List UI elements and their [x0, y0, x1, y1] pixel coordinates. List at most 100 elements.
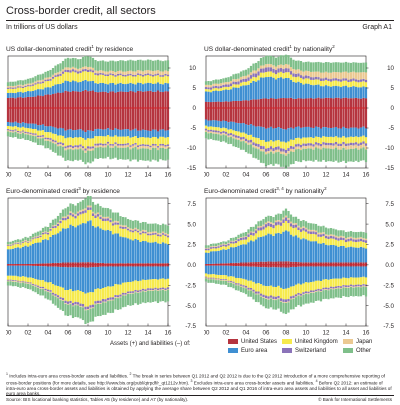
bar-liability [101, 264, 105, 267]
bar-liability [279, 301, 283, 312]
bar-asset [11, 87, 15, 89]
bar-asset [357, 72, 360, 80]
bar-asset [317, 236, 320, 244]
bar-asset [66, 72, 70, 82]
bar-asset [124, 217, 127, 226]
bar-asset [89, 262, 92, 265]
bar-liability [71, 306, 75, 319]
bar-asset [109, 222, 112, 231]
y-tick-label: 0.0 [187, 262, 196, 269]
bar-liability [6, 129, 10, 131]
bar-asset [247, 77, 250, 81]
bar-liability [21, 276, 25, 281]
bar-asset [242, 237, 245, 240]
bar-asset [237, 262, 240, 265]
bar-asset [81, 211, 85, 214]
bar-liability [237, 284, 240, 286]
bar-asset [332, 98, 335, 108]
bar-liability [24, 122, 27, 128]
bar-asset [212, 83, 215, 87]
bar-liability [46, 264, 50, 267]
bar-asset [126, 70, 130, 75]
bar-liability [89, 150, 92, 164]
bar-asset [156, 73, 160, 76]
bar-liability [16, 127, 20, 131]
bar-asset [146, 242, 150, 264]
bar-asset [71, 216, 75, 226]
bar-asset [297, 73, 300, 77]
bar-asset [217, 83, 220, 87]
bar-asset [29, 83, 32, 86]
bar-asset [217, 86, 220, 89]
bar-asset [204, 81, 208, 85]
bar-asset [41, 89, 45, 97]
bar-liability [287, 153, 290, 167]
bar-asset [46, 234, 50, 241]
bar-liability [121, 143, 125, 146]
bar-liability [352, 127, 355, 138]
bar-asset [101, 229, 105, 264]
bar-asset [89, 90, 92, 108]
bar-asset [212, 248, 215, 252]
bar-asset [284, 77, 288, 99]
bar-liability [237, 123, 240, 132]
bar-asset [34, 232, 37, 237]
bar-asset [39, 80, 42, 83]
bar-liability [327, 264, 330, 267]
bar-asset [59, 73, 62, 76]
bar-liability [9, 281, 12, 286]
y-tick-label: 0 [391, 105, 395, 112]
series-united-states [204, 97, 368, 130]
bar-liability [252, 142, 255, 146]
bar-liability [24, 134, 27, 140]
bar-liability [81, 292, 85, 304]
bar-asset [96, 212, 100, 215]
bar-asset [262, 57, 265, 66]
bar-asset [227, 89, 230, 102]
bar-liability [257, 108, 260, 127]
bar-liability [312, 290, 315, 293]
bar-asset [222, 249, 225, 264]
bar-asset [31, 90, 35, 97]
bar-asset [344, 237, 348, 240]
bar-asset [354, 81, 358, 87]
units-label: In trillions of US dollars [6, 24, 78, 31]
bar-liability [277, 267, 280, 286]
bar-liability [126, 282, 130, 292]
bar-liability [252, 147, 255, 158]
bar-liability [124, 292, 127, 295]
bar-asset [247, 80, 250, 85]
bar-asset [104, 74, 107, 76]
bar-asset [16, 97, 20, 108]
bar-asset [56, 74, 60, 77]
bar-asset [111, 234, 115, 264]
bar-asset [111, 75, 115, 83]
bar-asset [94, 204, 97, 214]
bar-asset [121, 216, 125, 226]
bar-liability [89, 130, 92, 139]
bar-liability [106, 301, 110, 313]
bar-asset [339, 72, 343, 80]
bar-liability [121, 129, 125, 137]
bar-liability [156, 288, 160, 291]
x-tick-label: 14 [145, 172, 152, 179]
bar-asset [302, 238, 305, 263]
bar-liability [64, 303, 67, 304]
y-tick-label: 5.0 [187, 221, 196, 228]
bar-liability [322, 144, 325, 148]
bar-liability [19, 123, 22, 128]
bar-asset [352, 71, 355, 79]
bar-asset [252, 235, 255, 242]
bar-asset [294, 77, 298, 83]
bar-liability [337, 149, 340, 163]
bar-liability [104, 147, 107, 159]
bar-asset [352, 237, 355, 240]
bar-liability [39, 280, 42, 287]
bar-liability [259, 267, 263, 285]
bar-asset [344, 232, 348, 238]
bar-liability [247, 125, 250, 136]
bar-asset [327, 239, 330, 246]
bar-asset [129, 59, 132, 71]
bar-asset [101, 73, 105, 75]
bar-liability [277, 295, 280, 299]
